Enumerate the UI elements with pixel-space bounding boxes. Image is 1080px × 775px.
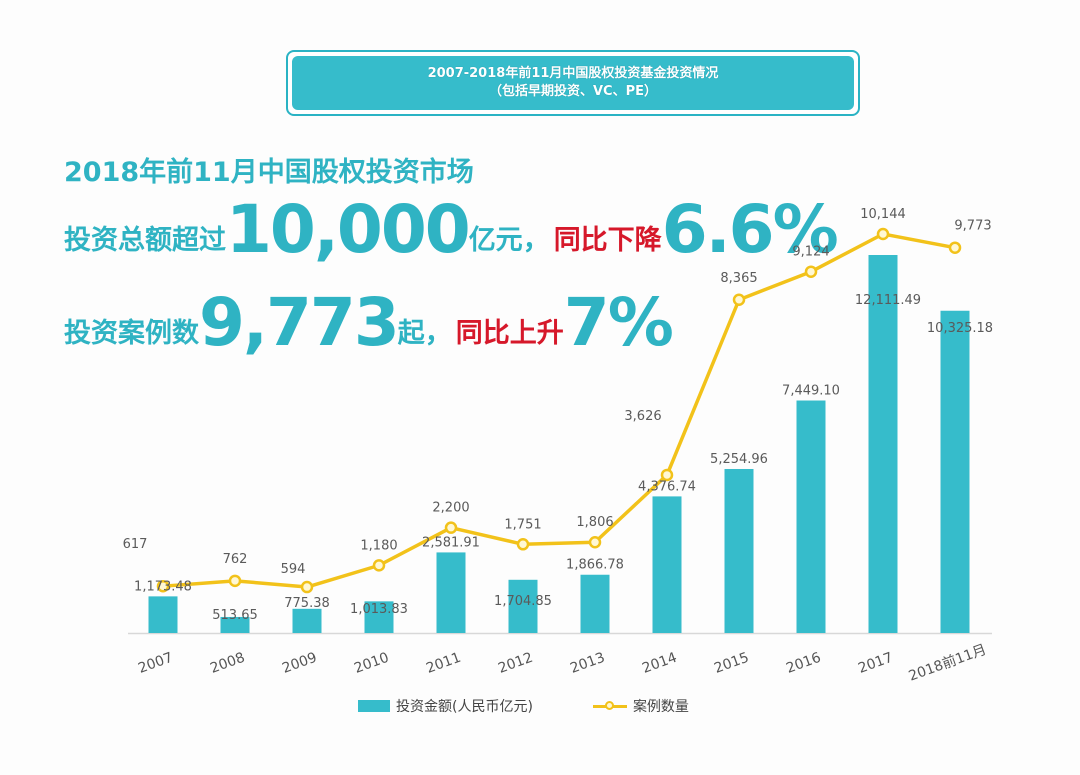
x-tick-2018前11月: 2018前11月 <box>906 641 988 685</box>
line-label-2014: 3,626 <box>624 409 661 424</box>
x-tick-2011: 2011 <box>424 650 463 677</box>
cases-prefix: 投资案例数 <box>64 318 199 349</box>
line-label-2013: 1,806 <box>576 515 613 530</box>
cases-unit: 起 <box>397 318 425 349</box>
x-tick-2017: 2017 <box>856 650 895 677</box>
line-label-2009: 594 <box>281 562 306 577</box>
legend-bar-swatch <box>358 700 390 712</box>
bar-label-2012: 1,704.85 <box>494 594 552 609</box>
case-point-2016 <box>804 265 818 278</box>
chart-title-box: 2007-2018年前11月中国股权投资基金投资情况 （包括早期投资、VC、PE… <box>286 50 860 116</box>
bar-2010 <box>364 601 394 633</box>
bar-2012 <box>508 579 538 633</box>
legend-bar-label: 投资金额(人民币亿元) <box>396 699 533 715</box>
case-point-2017 <box>876 227 890 241</box>
case-point-2008 <box>228 574 242 588</box>
amount-change-label: 同比下降 <box>553 225 662 256</box>
x-tick-2015: 2015 <box>712 650 751 677</box>
bar-label-2014: 4,376.74 <box>638 479 696 494</box>
line-label-2017: 10,144 <box>860 207 906 222</box>
x-tick-2007: 2007 <box>136 650 175 677</box>
line-label-2010: 1,180 <box>360 538 397 553</box>
case-point-2007 <box>156 579 170 593</box>
bar-label-2013: 1,866.78 <box>566 558 624 573</box>
case-point-2012 <box>516 538 530 551</box>
case-point-2011 <box>444 521 458 534</box>
case-count-line <box>162 232 956 589</box>
line-label-2016: 9,124 <box>792 245 829 260</box>
bar-label-2009: 775.38 <box>284 596 330 611</box>
bar-label-2018前11月: 10,325.18 <box>927 321 993 336</box>
case-point-2018前11月 <box>948 241 962 254</box>
legend-item-amount: 投资金额(人民币亿元) <box>358 696 533 716</box>
bar-label-2015: 5,254.96 <box>710 452 768 467</box>
bar-2014 <box>652 496 682 633</box>
bar-label-2007: 1,173.48 <box>134 579 192 594</box>
line-label-2012: 1,751 <box>504 517 541 532</box>
legend-line-swatch <box>592 700 627 712</box>
bar-label-2010: 1,013.83 <box>350 602 408 617</box>
bar-2015 <box>724 468 754 633</box>
headline-market: 2018年前11月中国股权投资市场 <box>64 157 474 188</box>
case-point-2010 <box>372 559 386 572</box>
bar-label-2017: 12,111.49 <box>855 293 921 308</box>
bar-2016 <box>796 400 826 633</box>
headline-cases: 投资案例数 9,773 起 ， 同比上升 7% <box>64 284 674 361</box>
chart-title: 2007-2018年前11月中国股权投资基金投资情况 <box>427 66 719 81</box>
chart-title-banner: 2007-2018年前11月中国股权投资基金投资情况 （包括早期投资、VC、PE… <box>292 56 854 110</box>
x-tick-2016: 2016 <box>784 650 823 677</box>
cases-change-label: 同比上升 <box>455 318 564 349</box>
line-label-2007: 617 <box>123 537 148 552</box>
bar-2018前11月 <box>940 310 970 633</box>
case-point-2009 <box>300 580 314 594</box>
case-point-2013 <box>588 535 602 549</box>
x-tick-2010: 2010 <box>352 650 391 677</box>
legend-line-label: 案例数量 <box>632 699 689 715</box>
amount-value: 10,000 <box>226 191 471 268</box>
amount-unit: 亿元 <box>468 225 523 256</box>
bar-2013 <box>580 574 610 633</box>
x-tick-2009: 2009 <box>280 650 319 677</box>
case-point-2015 <box>732 293 746 307</box>
chart-subtitle: （包括早期投资、VC、PE） <box>488 84 657 99</box>
bar-2008 <box>220 616 250 633</box>
bar-2017 <box>868 255 898 633</box>
line-label-2011: 2,200 <box>432 501 469 516</box>
bar-label-2011: 2,581.91 <box>422 535 480 550</box>
legend-item-cases: 案例数量 <box>592 696 689 716</box>
headline-amount: 投资总额超过 10,000 亿元 ， 同比下降 6.6% <box>64 191 839 268</box>
cases-change-value: 7% <box>563 284 674 361</box>
cases-comma: ， <box>424 318 452 349</box>
line-label-2018前11月: 9,773 <box>954 219 991 234</box>
bar-2011 <box>436 552 466 633</box>
line-label-2015: 8,365 <box>720 271 757 286</box>
bar-label-2016: 7,449.10 <box>782 384 840 399</box>
x-tick-2013: 2013 <box>568 650 607 677</box>
amount-comma: ， <box>522 225 550 256</box>
amount-change-value: 6.6% <box>661 191 839 268</box>
amount-prefix: 投资总额超过 <box>64 225 226 256</box>
x-tick-2012: 2012 <box>496 650 535 677</box>
bar-label-2008: 513.65 <box>212 608 258 623</box>
bar-2007 <box>148 596 178 633</box>
x-tick-2014: 2014 <box>640 650 679 677</box>
x-tick-2008: 2008 <box>208 650 247 677</box>
chart-legend: 投资金额(人民币亿元) 案例数量 <box>358 696 749 716</box>
bar-2009 <box>292 608 322 633</box>
case-point-2014 <box>660 468 674 482</box>
line-label-2008: 762 <box>223 552 248 567</box>
cases-value: 9,773 <box>199 284 400 361</box>
